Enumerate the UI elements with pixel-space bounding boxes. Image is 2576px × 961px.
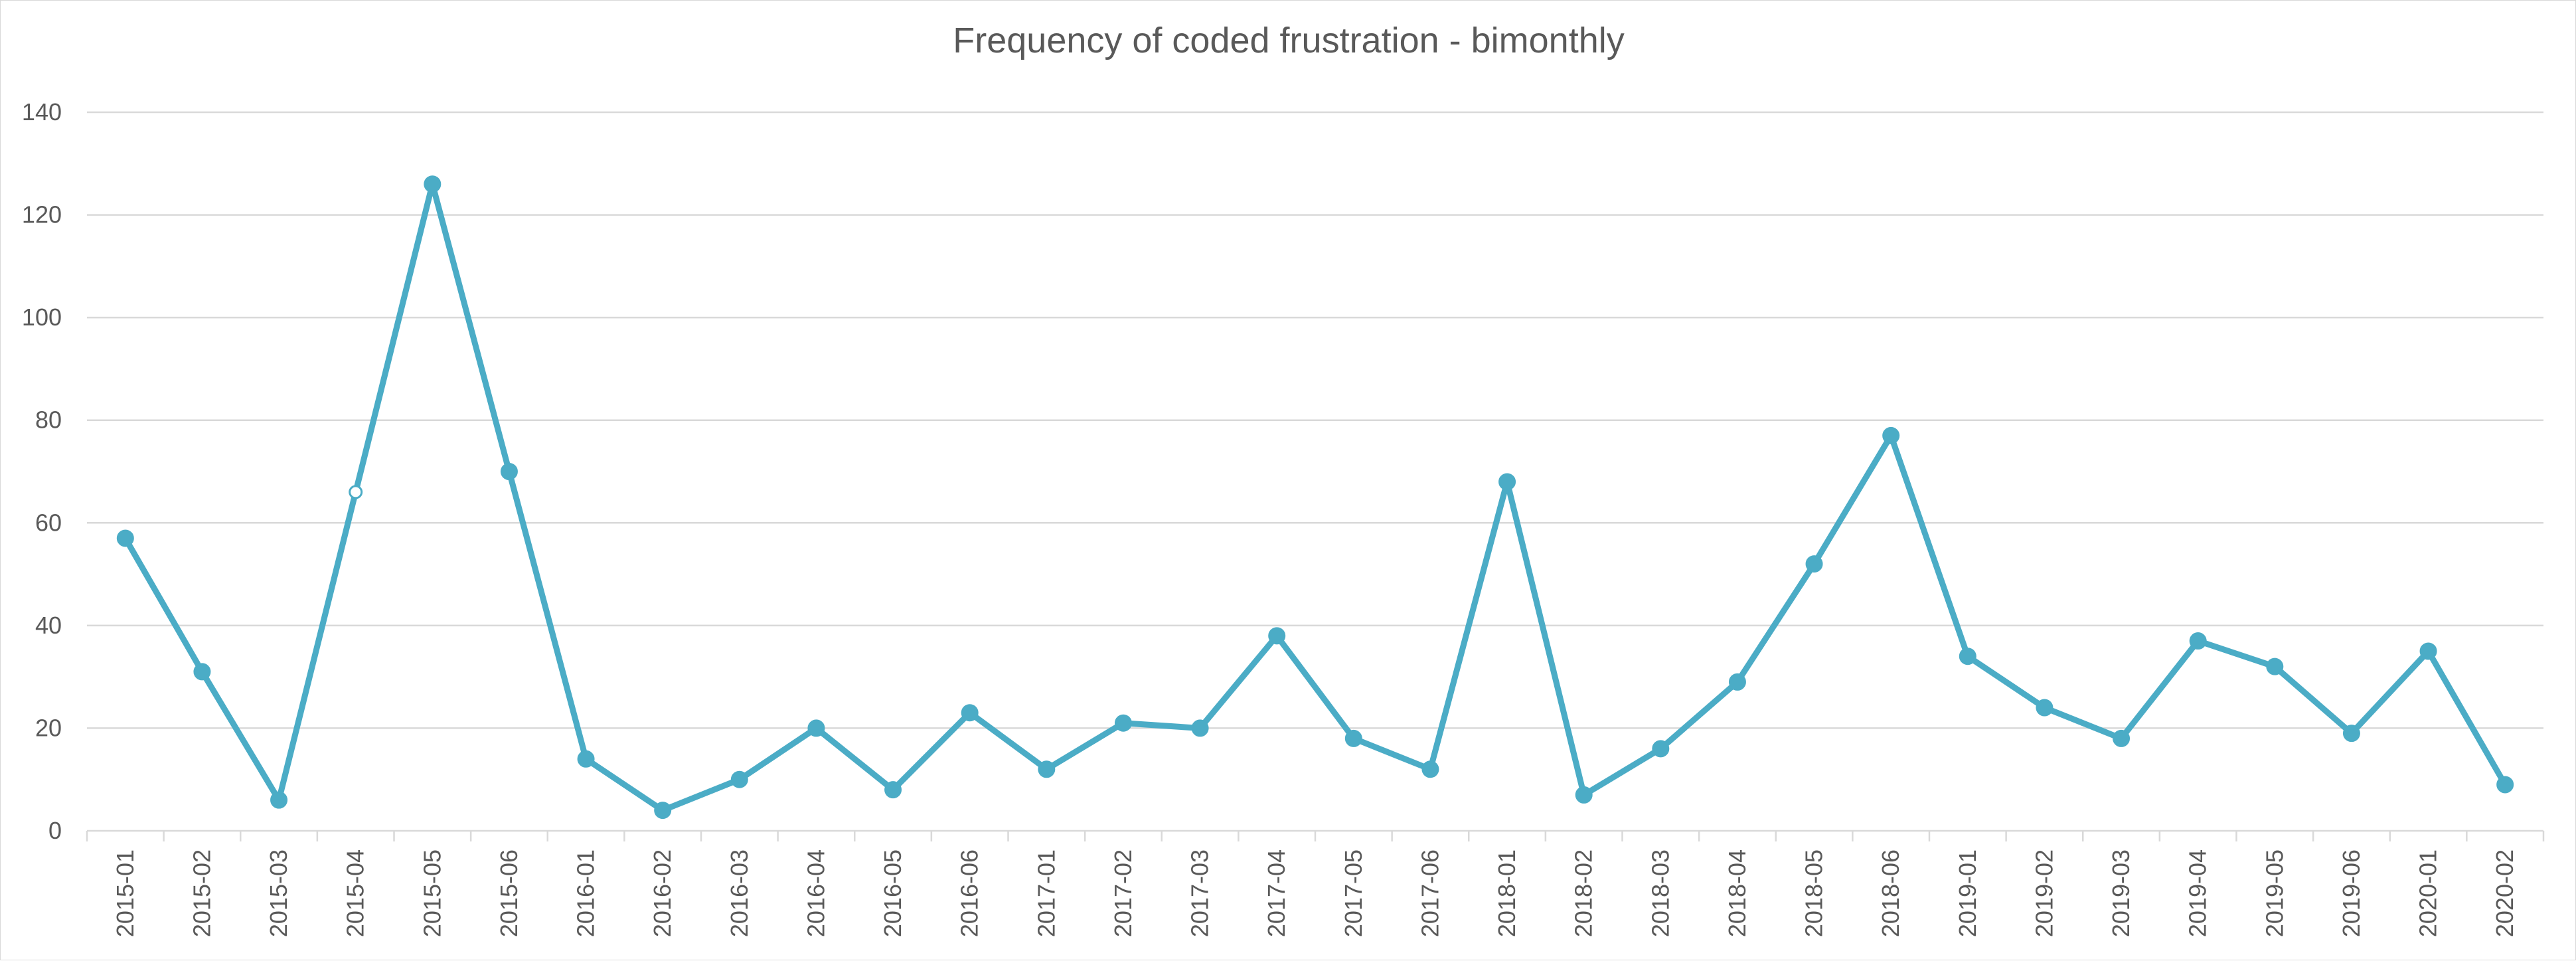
x-tick-label: 2019-02 — [2030, 849, 2057, 937]
y-tick-label: 120 — [22, 201, 62, 228]
x-axis — [86, 830, 2545, 841]
x-tick-label: 2017-04 — [1263, 849, 1290, 937]
data-point — [1728, 673, 1746, 691]
data-point — [500, 463, 518, 480]
x-tick-label: 2016-01 — [572, 849, 600, 937]
data-point — [2496, 776, 2514, 794]
x-tick-label: 2016-06 — [956, 849, 983, 937]
y-tick-label: 0 — [48, 817, 62, 844]
data-point — [193, 663, 211, 681]
data-point — [1038, 760, 1056, 778]
data-point — [1268, 627, 1286, 645]
x-tick-label: 2019-01 — [1954, 849, 1981, 937]
x-tick-label: 2017-01 — [1032, 849, 1060, 937]
data-point — [1344, 729, 1362, 747]
data-point — [884, 781, 902, 799]
x-tick-label: 2016-04 — [802, 849, 829, 937]
y-tick-label: 100 — [22, 304, 62, 331]
x-tick-label: 2019-04 — [2184, 849, 2212, 937]
y-tick-label: 80 — [35, 406, 62, 434]
data-point — [1882, 426, 1900, 444]
x-tick-label: 2016-02 — [649, 849, 676, 937]
data-point — [1498, 473, 1516, 491]
data-point — [1959, 648, 1976, 665]
x-tick-label: 2016-05 — [879, 849, 906, 937]
data-point — [1191, 719, 1209, 737]
data-point — [1652, 740, 1670, 758]
x-tick-label: 2015-02 — [188, 849, 215, 937]
x-tick-label: 2015-06 — [495, 849, 523, 937]
x-tick-label: 2017-06 — [1416, 849, 1443, 937]
y-tick-label: 20 — [35, 714, 62, 741]
x-tick-label: 2017-03 — [1186, 849, 1214, 937]
data-point — [349, 485, 363, 499]
y-tick-label: 140 — [22, 98, 62, 126]
x-tick-label: 2015-04 — [342, 849, 369, 937]
data-point — [2419, 642, 2437, 660]
data-point — [730, 770, 748, 788]
series-line — [122, 181, 2508, 814]
data-point — [270, 791, 288, 809]
data-point — [2113, 729, 2131, 747]
y-tick-label: 60 — [35, 509, 62, 536]
x-tick-label: 2016-03 — [726, 849, 753, 937]
x-tick-label: 2018-06 — [1877, 849, 1904, 937]
data-point — [2189, 632, 2207, 650]
x-tick-label: 2018-01 — [1493, 849, 1520, 937]
x-axis-labels: 2015-01 2015-02 2015-03 2015-04 2015-05 2015-… — [112, 849, 2518, 937]
x-tick-label: 2017-02 — [1109, 849, 1137, 937]
x-tick-label: 2015-05 — [418, 849, 445, 937]
x-tick-label: 2017-05 — [1340, 849, 1367, 937]
chart-title: Frequency of coded frustration - bimonth… — [953, 21, 1625, 60]
x-tick-label: 2020-01 — [2415, 849, 2442, 937]
data-points — [116, 175, 2514, 820]
x-tick-label: 2019-06 — [2338, 849, 2365, 937]
data-point — [1575, 786, 1593, 804]
data-point — [2342, 725, 2360, 743]
x-tick-label: 2020-02 — [2491, 849, 2518, 937]
data-point — [1114, 714, 1132, 732]
x-tick-label: 2018-05 — [1801, 849, 1828, 937]
data-point — [654, 802, 672, 820]
y-tick-label: 40 — [35, 612, 62, 639]
y-axis-labels: 0 20 40 60 80 100 120 140 — [22, 98, 62, 844]
data-point — [424, 175, 442, 193]
data-point — [807, 719, 825, 737]
data-point — [577, 750, 595, 768]
data-point — [1421, 760, 1439, 778]
data-point — [1805, 555, 1823, 573]
data-point — [2266, 657, 2284, 675]
x-tick-label: 2015-03 — [265, 849, 292, 937]
x-tick-label: 2018-04 — [1724, 849, 1751, 937]
x-tick-label: 2019-05 — [2261, 849, 2288, 937]
series-group — [122, 181, 2508, 814]
x-tick-label: 2015-01 — [112, 849, 139, 937]
x-tick-label: 2018-03 — [1647, 849, 1674, 937]
x-tick-label: 2019-03 — [2107, 849, 2134, 937]
data-point — [2036, 699, 2053, 717]
data-point — [961, 704, 979, 722]
x-tick-label: 2018-02 — [1570, 849, 1597, 937]
data-point — [116, 529, 134, 547]
gridlines — [87, 111, 2543, 729]
